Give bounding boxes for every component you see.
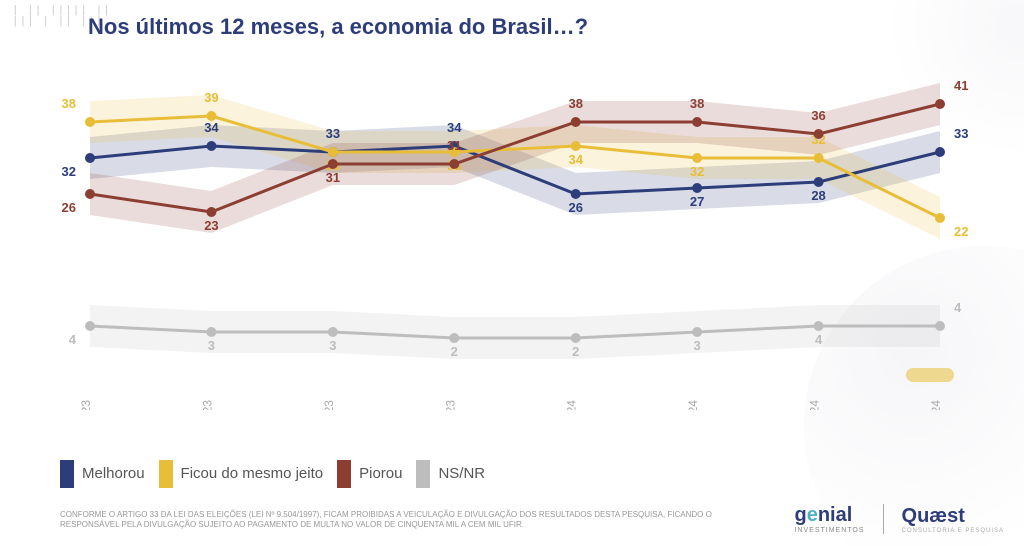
series-marker (328, 159, 338, 169)
series-marker (692, 153, 702, 163)
logo-quaest: Quæst CONSULTORIA E PESQUISA (902, 505, 1004, 534)
series-marker (571, 189, 581, 199)
series-marker (935, 321, 945, 331)
series-value-label: 31 (326, 170, 340, 185)
series-value-label: 2 (451, 344, 458, 359)
legend-label: NS/NR (438, 466, 485, 483)
legend: Melhorou Ficou do mesmo jeito Piorou NS/… (60, 460, 485, 488)
series-value-label: 22 (954, 224, 968, 239)
series-value-label: 26 (62, 200, 76, 215)
series-marker (206, 207, 216, 217)
series-value-label: 4 (954, 300, 962, 315)
x-tick-label: jul/24 (808, 400, 822, 410)
series-value-label: 36 (811, 108, 825, 123)
series-marker (85, 117, 95, 127)
highlight-marker (906, 368, 954, 382)
series-marker (85, 321, 95, 331)
series-marker (692, 183, 702, 193)
series-marker (935, 213, 945, 223)
series-value-label: 32 (62, 164, 76, 179)
series-value-label: 4 (69, 332, 77, 347)
legend-label: Ficou do mesmo jeito (181, 466, 324, 483)
legend-swatch (60, 460, 74, 488)
series-marker (328, 327, 338, 337)
series-marker (85, 189, 95, 199)
legend-item-piorou: Piorou (337, 460, 402, 488)
series-value-label: 33 (326, 126, 340, 141)
x-tick-label: ago/23 (200, 400, 214, 410)
series-value-label: 34 (568, 152, 583, 167)
series-value-label: 34 (204, 120, 219, 135)
series-marker (935, 99, 945, 109)
series-marker (206, 111, 216, 121)
x-tick-label: jun/23 (79, 400, 93, 410)
legend-item-melhorou: Melhorou (60, 460, 145, 488)
x-tick-label: fev/24 (565, 400, 579, 410)
series-marker (571, 333, 581, 343)
legend-item-nsnr: NS/NR (416, 460, 485, 488)
legend-label: Piorou (359, 466, 402, 483)
series-marker (814, 321, 824, 331)
legend-item-ficou: Ficou do mesmo jeito (159, 460, 324, 488)
legend-label: Melhorou (82, 466, 145, 483)
series-value-label: 31 (447, 138, 461, 153)
series-value-label: 26 (568, 200, 582, 215)
series-marker (328, 147, 338, 157)
x-tick-label: set/24 (929, 400, 943, 410)
series-marker (814, 153, 824, 163)
series-value-label: 38 (690, 96, 704, 111)
series-value-label: 27 (690, 194, 704, 209)
series-value-label: 32 (690, 164, 704, 179)
series-value-label: 39 (204, 90, 218, 105)
series-marker (571, 117, 581, 127)
series-marker (692, 327, 702, 337)
legend-swatch (159, 460, 173, 488)
logo-genial: genial INVESTIMENTOS (794, 504, 864, 534)
series-marker (449, 159, 459, 169)
x-tick-label: mai/24 (686, 400, 700, 410)
series-value-label: 41 (954, 78, 968, 93)
series-value-label: 38 (62, 96, 76, 111)
x-tick-label: out/23 (322, 400, 336, 410)
series-value-label: 4 (815, 332, 823, 347)
series-value-label: 3 (329, 338, 336, 353)
series-value-label: 2 (572, 344, 579, 359)
series-marker (692, 117, 702, 127)
line-chart: 3234333426272833383933333432322226233131… (60, 70, 980, 410)
series-marker (814, 129, 824, 139)
legend-swatch (416, 460, 430, 488)
series-value-label: 3 (694, 338, 701, 353)
series-marker (85, 153, 95, 163)
logo-divider (883, 504, 884, 534)
series-value-label: 33 (954, 126, 968, 141)
series-value-label: 28 (811, 188, 825, 203)
series-value-label: 3 (208, 338, 215, 353)
series-value-label: 34 (447, 120, 462, 135)
x-tick-label: dez/23 (443, 400, 457, 410)
legend-swatch (337, 460, 351, 488)
series-value-label: 23 (204, 218, 218, 233)
series-marker (814, 177, 824, 187)
series-marker (206, 141, 216, 151)
series-value-label: 38 (568, 96, 582, 111)
series-marker (449, 333, 459, 343)
footnote: CONFORME O ARTIGO 33 DA LEI DAS ELEIÇÕES… (60, 510, 760, 529)
series-marker (935, 147, 945, 157)
chart-title: Nos últimos 12 meses, a economia do Bras… (88, 14, 588, 40)
series-marker (571, 141, 581, 151)
logo-box: genial INVESTIMENTOS Quæst CONSULTORIA E… (794, 504, 1004, 534)
series-marker (206, 327, 216, 337)
